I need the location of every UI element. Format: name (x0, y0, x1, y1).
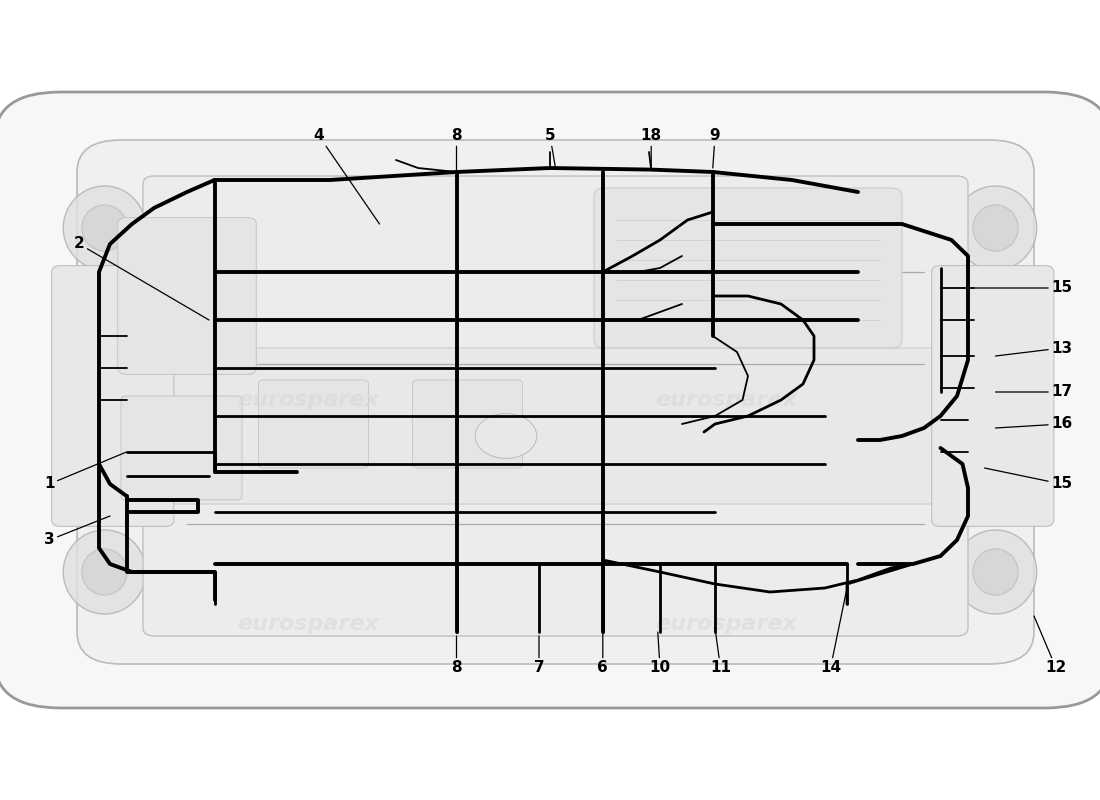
Text: 8: 8 (451, 636, 462, 675)
Text: 14: 14 (820, 588, 847, 675)
Ellipse shape (972, 205, 1019, 251)
Text: 1: 1 (44, 452, 127, 491)
FancyBboxPatch shape (412, 380, 522, 468)
Ellipse shape (955, 186, 1036, 270)
Text: 17: 17 (996, 385, 1072, 399)
Text: eurosparex: eurosparex (238, 390, 378, 410)
FancyBboxPatch shape (118, 218, 256, 374)
Text: 11: 11 (710, 628, 732, 675)
Text: 7: 7 (534, 636, 544, 675)
Text: 8: 8 (451, 129, 462, 172)
FancyBboxPatch shape (594, 188, 902, 348)
FancyBboxPatch shape (77, 140, 1034, 664)
Text: 12: 12 (1034, 616, 1067, 675)
FancyBboxPatch shape (148, 348, 962, 504)
Text: 15: 15 (974, 281, 1072, 295)
Text: 9: 9 (710, 129, 720, 168)
Text: 13: 13 (996, 341, 1072, 356)
FancyBboxPatch shape (52, 266, 174, 526)
Text: 6: 6 (597, 632, 608, 675)
Ellipse shape (81, 205, 128, 251)
Text: 5: 5 (544, 129, 556, 168)
FancyBboxPatch shape (932, 266, 1054, 526)
Text: eurosparex: eurosparex (238, 614, 378, 634)
Ellipse shape (972, 549, 1019, 595)
FancyBboxPatch shape (258, 380, 369, 468)
Text: 18: 18 (640, 129, 662, 170)
Ellipse shape (81, 549, 128, 595)
Text: 10: 10 (649, 632, 671, 675)
FancyBboxPatch shape (121, 396, 242, 500)
Ellipse shape (64, 530, 145, 614)
Text: eurosparex: eurosparex (656, 390, 796, 410)
Text: 4: 4 (314, 129, 380, 224)
FancyBboxPatch shape (143, 176, 968, 364)
Text: 2: 2 (74, 237, 209, 320)
Text: 16: 16 (996, 417, 1072, 431)
Ellipse shape (955, 530, 1036, 614)
FancyBboxPatch shape (143, 488, 968, 636)
Text: eurosparex: eurosparex (656, 614, 796, 634)
Text: 15: 15 (984, 468, 1072, 491)
Ellipse shape (64, 186, 145, 270)
Text: 3: 3 (44, 516, 110, 547)
Circle shape (475, 414, 537, 458)
FancyBboxPatch shape (0, 92, 1100, 708)
